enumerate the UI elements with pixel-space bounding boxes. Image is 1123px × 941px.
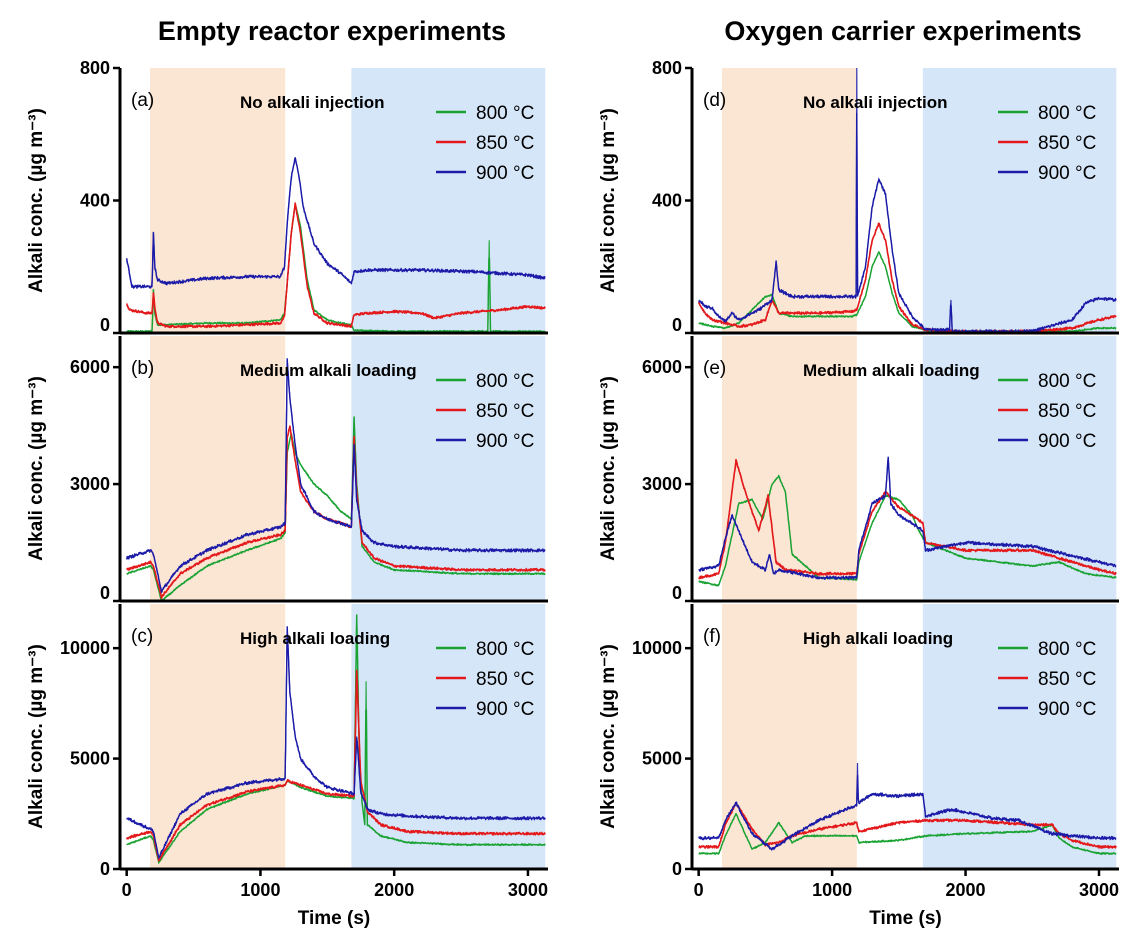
legend-label-a-0: 800 °C	[476, 103, 534, 124]
series-spine-c-2	[126, 626, 546, 860]
series-spine-c-1	[126, 670, 546, 862]
panel-title-b: Medium alkali loading	[240, 361, 417, 380]
x-tick-label-c-2: 2000	[374, 880, 414, 900]
shaded-region-c-0	[150, 604, 286, 869]
legend-label-d-0: 800 °C	[1038, 103, 1096, 124]
y-tick-label-e-2: 6000	[642, 357, 682, 377]
legend-label-a-1: 850 °C	[476, 133, 534, 154]
panel-b: 0 3000 6000 Alkali conc. (µg m⁻³) (b) Medium …	[26, 336, 548, 603]
y-tick-label-a-0: 0	[100, 315, 110, 335]
x-tick-label-c-1: 1000	[240, 880, 280, 900]
panel-title-c: High alkali loading	[240, 629, 390, 648]
legend-label-f-0: 800 °C	[1038, 639, 1096, 660]
panels-layer: 0 400 800 Alkali conc. (µg m⁻³) (a) No alkali…	[26, 58, 1119, 929]
series-spine-c-0	[126, 614, 546, 864]
y-tick-label-b-1: 3000	[70, 474, 110, 494]
panel-f: 0 5000 10000 0 1000 2000 3000 Time (s) Alkali co…	[598, 604, 1119, 929]
y-axis-title-c: Alkali conc. (µg m⁻³)	[26, 644, 47, 829]
legend-label-b-1: 850 °C	[476, 401, 534, 422]
series-spine-b-1	[126, 425, 546, 599]
y-tick-label-b-2: 6000	[70, 357, 110, 377]
legend-label-a-2: 900 °C	[476, 163, 534, 184]
y-tick-label-f-2: 10000	[632, 638, 682, 658]
y-axis-title-a: Alkali conc. (µg m⁻³)	[26, 108, 47, 293]
series-spine-f-2	[698, 762, 1117, 850]
series-layer-a	[125, 157, 546, 333]
y-tick-label-e-1: 3000	[642, 474, 682, 494]
legend-label-c-0: 800 °C	[476, 639, 534, 660]
y-tick-label-e-0: 0	[672, 583, 682, 603]
y-tick-label-c-2: 10000	[60, 638, 110, 658]
series-layer-e	[698, 456, 1117, 587]
y-tick-label-d-1: 400	[652, 191, 682, 211]
panel-letter-c: (c)	[131, 626, 153, 647]
series-spine-a-2	[126, 157, 546, 288]
x-tick-label-f-2: 2000	[946, 880, 986, 900]
panel-letter-d: (d)	[703, 90, 726, 111]
y-tick-label-d-0: 0	[672, 315, 682, 335]
legend-label-f-2: 900 °C	[1038, 699, 1096, 720]
panel-title-a: No alkali injection	[240, 93, 385, 112]
y-axis-title-e: Alkali conc. (µg m⁻³)	[598, 376, 619, 561]
series-spine-d-2	[698, 68, 1117, 332]
legend-label-b-2: 900 °C	[476, 431, 534, 452]
y-tick-label-c-0: 0	[100, 859, 110, 879]
x-tick-label-f-1: 1000	[812, 880, 852, 900]
y-tick-label-a-2: 800	[80, 58, 110, 78]
legend-label-e-0: 800 °C	[1038, 371, 1096, 392]
x-axis-title-f: Time (s)	[869, 908, 942, 929]
panel-title-e: Medium alkali loading	[803, 361, 980, 380]
series-layer-f	[698, 762, 1117, 855]
x-tick-label-f-3: 3000	[1079, 880, 1119, 900]
series-layer-b	[126, 358, 546, 601]
legend-label-d-2: 900 °C	[1038, 163, 1096, 184]
shaded-region-e-0	[722, 336, 857, 601]
series-spine-b-2	[126, 359, 546, 593]
shaded-region-b-0	[150, 336, 286, 601]
y-tick-label-f-1: 5000	[642, 749, 682, 769]
series-spine-b-0	[126, 417, 546, 601]
series-layer-d	[697, 68, 1117, 333]
right-column-title: Oxygen carrier experiments	[724, 16, 1081, 46]
legend-label-e-2: 900 °C	[1038, 431, 1096, 452]
panel-letter-f: (f)	[703, 626, 721, 647]
legend-label-c-2: 900 °C	[476, 699, 534, 720]
y-tick-label-b-0: 0	[100, 583, 110, 603]
panel-d: 0 400 800 Alkali conc. (µg m⁻³) (d) No alkali…	[598, 58, 1119, 335]
y-axis-title-b: Alkali conc. (µg m⁻³)	[26, 376, 47, 561]
shaded-region-f-0	[722, 604, 857, 869]
series-layer-c	[125, 614, 546, 864]
series-spine-e-2	[698, 456, 1117, 579]
legend-label-c-1: 850 °C	[476, 669, 534, 690]
panel-letter-b: (b)	[131, 358, 154, 379]
shaded-region-d-0	[722, 68, 857, 333]
panel-title-d: No alkali injection	[803, 93, 948, 112]
x-axis-title-c: Time (s)	[298, 908, 371, 929]
y-tick-label-d-2: 800	[652, 58, 682, 78]
panel-title-f: High alkali loading	[803, 629, 953, 648]
y-tick-label-f-0: 0	[672, 859, 682, 879]
panel-e: 0 3000 6000 Alkali conc. (µg m⁻³) (e) Medium …	[598, 336, 1119, 603]
panel-c: 0 5000 10000 0 1000 2000 3000 Time (s) Alkali co…	[26, 604, 548, 929]
x-tick-label-f-0: 0	[694, 880, 704, 900]
panel-a: 0 400 800 Alkali conc. (µg m⁻³) (a) No alkali…	[26, 58, 548, 335]
series-spine-a-1	[126, 203, 546, 328]
legend-label-f-1: 850 °C	[1038, 669, 1096, 690]
left-column-title: Empty reactor experiments	[158, 16, 506, 46]
y-tick-label-a-1: 400	[80, 191, 110, 211]
panel-letter-e: (e)	[703, 358, 726, 379]
panel-letter-a: (a)	[131, 90, 154, 111]
legend-label-d-1: 850 °C	[1038, 133, 1096, 154]
x-tick-label-c-0: 0	[122, 880, 132, 900]
y-axis-title-d: Alkali conc. (µg m⁻³)	[598, 108, 619, 293]
legend-label-b-0: 800 °C	[476, 371, 534, 392]
x-tick-label-c-3: 3000	[508, 880, 548, 900]
legend-label-e-1: 850 °C	[1038, 401, 1096, 422]
shaded-region-a-0	[150, 68, 286, 333]
y-axis-title-f: Alkali conc. (µg m⁻³)	[598, 644, 619, 829]
y-tick-label-c-1: 5000	[70, 749, 110, 769]
